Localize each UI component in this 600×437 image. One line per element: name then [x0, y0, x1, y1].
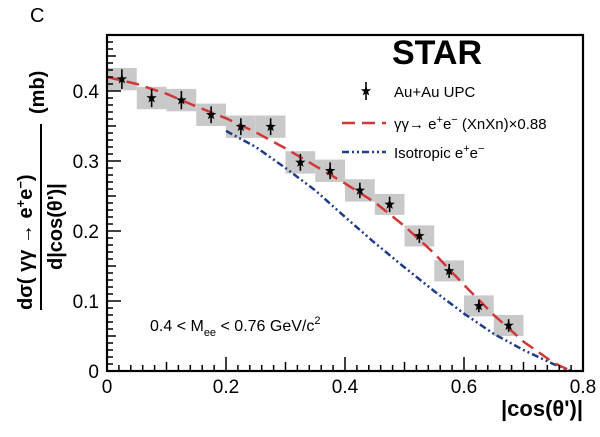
legend-star-marker — [360, 85, 372, 96]
mass-cut-annotation: 0.4 < Mee < 0.76 GeV/c2 — [150, 315, 320, 339]
y-axis-numerator: dσ( γγ → e+e−) — [13, 174, 37, 310]
data-point — [205, 109, 217, 120]
axes-layer: 0 0.2 0.4 0.6 0.8 0 0.1 0.2 0.3 0.4 — [73, 33, 596, 398]
data-point — [503, 320, 514, 330]
data-point — [354, 184, 366, 195]
data-point — [116, 73, 128, 84]
y-tick-label: 0.3 — [73, 152, 99, 173]
legend-model-label: γγ→ e+e− (XnXn)×0.88 — [394, 114, 547, 133]
model-curve — [106, 75, 572, 373]
x-tick-label: 0 — [102, 377, 113, 398]
data-point — [146, 92, 157, 103]
data-point — [235, 121, 247, 132]
data-point — [176, 94, 187, 105]
x-tick-label: 0.4 — [332, 377, 359, 398]
data-point — [265, 121, 276, 132]
y-tick-label: 0.1 — [73, 292, 99, 313]
x-tick-label: 0.6 — [451, 377, 477, 398]
data-point — [384, 198, 395, 209]
y-tick-label: 0 — [88, 362, 99, 383]
x-tick-label: 0.8 — [570, 377, 596, 398]
curve-layer — [106, 75, 572, 373]
panel-label: C — [30, 5, 44, 27]
y-axis-unit: (mb) — [27, 71, 49, 114]
legend-data-marker — [360, 82, 372, 100]
y-tick-label: 0.2 — [73, 222, 99, 243]
legend-isotropic-label: Isotropic e+e− — [394, 143, 484, 162]
legend: Au+Au UPC γγ→ e+e− (XnXn)×0.88 Isotropic… — [342, 82, 547, 162]
y-tick-label: 0.4 — [73, 82, 100, 103]
legend-data-label: Au+Au UPC — [394, 84, 475, 101]
data-point — [443, 265, 455, 276]
systematic-band-layer — [107, 67, 524, 336]
y-axis-denominator: d|cos(θ')| — [45, 183, 67, 270]
data-point — [473, 300, 485, 311]
y-axis-title: dσ( γγ → e+e−) d|cos(θ')| (mb) — [13, 71, 67, 310]
data-point-layer — [116, 69, 514, 332]
x-axis-title: |cos(θ')| — [501, 396, 583, 421]
isotropic-curve — [225, 129, 572, 373]
experiment-logo-text: STAR — [392, 34, 482, 72]
x-tick-label: 0.2 — [213, 377, 239, 398]
data-point — [295, 156, 306, 167]
data-point — [414, 230, 425, 241]
data-point — [324, 165, 336, 176]
